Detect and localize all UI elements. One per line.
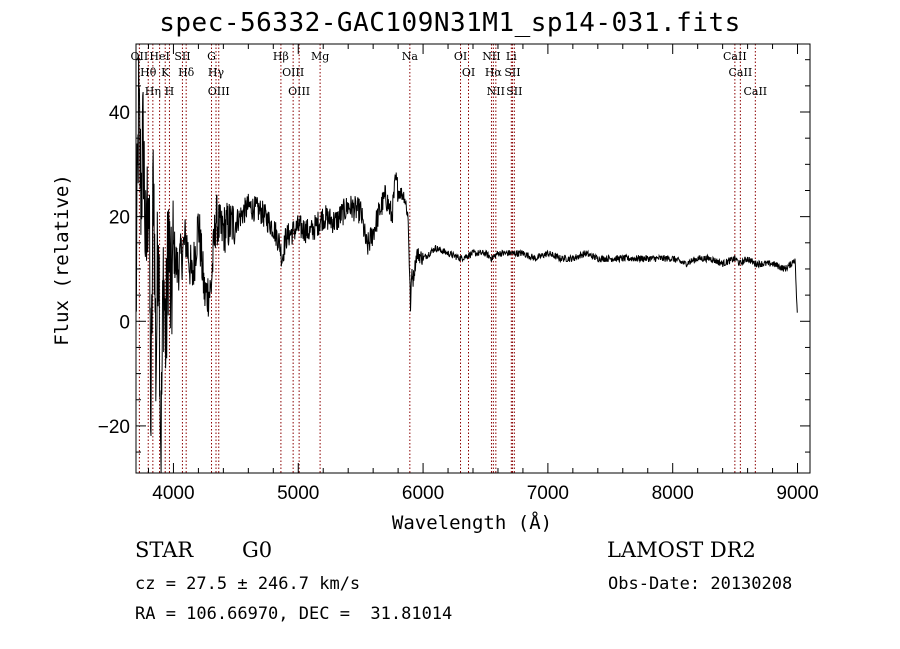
chart-title: spec-56332-GAC109N31M1_sp14-031.fits xyxy=(159,8,741,38)
marker-label: OII xyxy=(131,50,149,63)
marker-label: HeI xyxy=(149,50,169,63)
marker-label: K xyxy=(161,66,170,79)
x-tick-label: 9000 xyxy=(776,483,818,504)
marker-label: Hθ xyxy=(140,66,157,79)
line-markers xyxy=(138,44,756,473)
marker-label: G xyxy=(207,50,216,63)
spectrum-series xyxy=(135,55,798,474)
marker-label: Hη xyxy=(145,85,161,98)
obs-date: Obs-Date: 20130208 xyxy=(608,574,793,594)
x-tick-label: 7000 xyxy=(527,483,569,504)
marker-label: Hδ xyxy=(178,66,195,79)
y-tick-label: −20 xyxy=(98,417,130,438)
marker-label: CaII xyxy=(743,85,767,98)
marker-labels: OII Hθ Hη HeI KH SII Hδ G Hγ OIII Hβ OIII OIII Mg Na OI… xyxy=(131,50,768,98)
spectrum-line xyxy=(135,55,798,474)
object-class: STAR xyxy=(135,538,194,562)
marker-label: CaII xyxy=(723,50,747,63)
marker-label: OI xyxy=(454,50,467,63)
x-axis-label: Wavelength (Å) xyxy=(392,511,552,534)
marker-label: OIII xyxy=(208,85,230,98)
y-tick-label: 40 xyxy=(109,103,130,124)
marker-label: OI xyxy=(462,66,475,79)
subclass: G0 xyxy=(242,538,273,562)
x-tick-label: 6000 xyxy=(402,483,444,504)
marker-label: CaII xyxy=(729,66,753,79)
marker-label: H xyxy=(165,85,175,98)
redshift-text: cz = 27.5 ± 246.7 km/s xyxy=(135,574,361,594)
y-tick-label: 0 xyxy=(119,312,130,333)
marker-label: OIII xyxy=(288,85,310,98)
coordinates: RA = 106.66970, DEC = 31.81014 xyxy=(135,604,453,624)
marker-label: SII xyxy=(174,50,190,63)
x-tick-label: 5000 xyxy=(277,483,319,504)
marker-label: Na xyxy=(402,50,419,63)
marker-label: SII xyxy=(504,66,520,79)
survey-label: LAMOST DR2 xyxy=(607,538,756,562)
marker-label: SII xyxy=(506,85,522,98)
x-tick-label: 8000 xyxy=(652,483,694,504)
marker-label: Mg xyxy=(311,50,329,63)
y-tick-label: 20 xyxy=(109,208,130,229)
marker-label: Hβ xyxy=(273,50,289,63)
marker-label: Li xyxy=(506,50,517,63)
y-axis-label: Flux (relative) xyxy=(51,174,73,346)
marker-label: OIII xyxy=(282,66,304,79)
marker-label: Hα xyxy=(485,66,503,79)
x-tick-label: 4000 xyxy=(152,483,194,504)
marker-label: NII xyxy=(487,85,505,98)
marker-label: Hγ xyxy=(208,66,225,79)
axes: 4000 5000 6000 7000 8000 9000 −20 0 20 40 xyxy=(98,43,819,504)
marker-label: NII xyxy=(482,50,500,63)
